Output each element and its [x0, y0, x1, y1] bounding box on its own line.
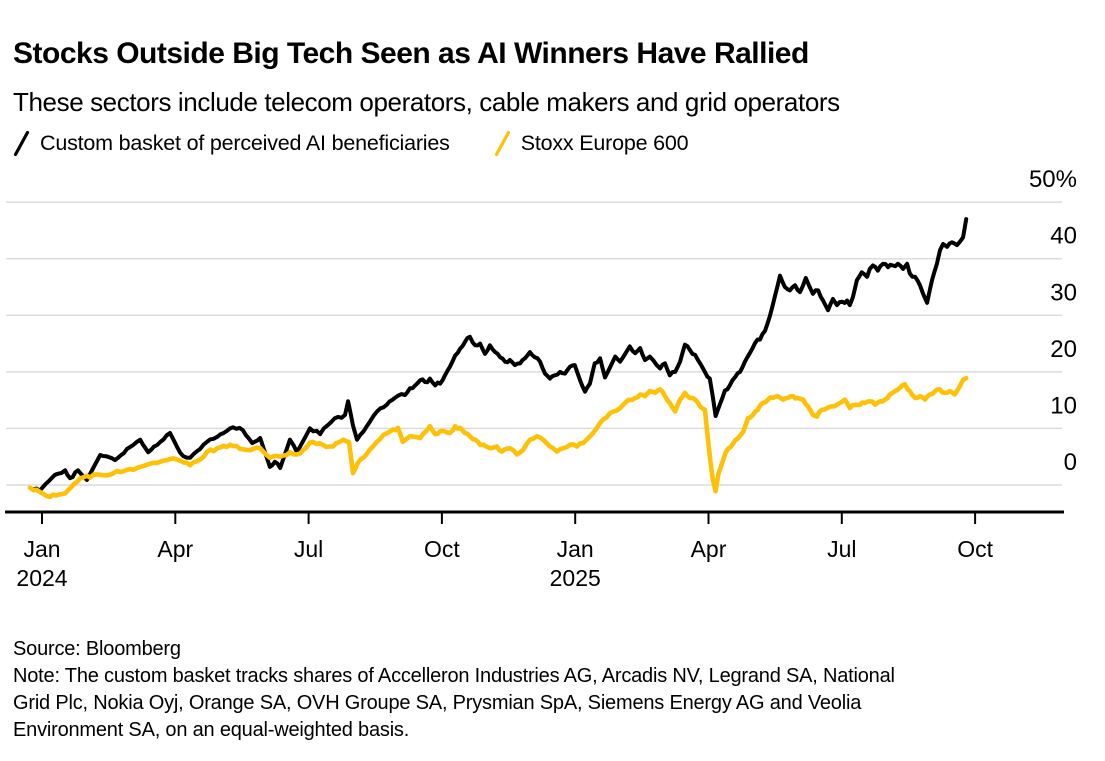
page-title: Stocks Outside Big Tech Seen as AI Winne…	[13, 37, 809, 70]
x-tick-label: Oct	[957, 536, 993, 562]
y-tick-label: 20	[1050, 336, 1077, 363]
y-tick-label: 10	[1050, 392, 1077, 419]
legend-label-custom-basket: Custom basket of perceived AI beneficiar…	[40, 131, 450, 155]
footer: Source: Bloomberg Note: The custom baske…	[13, 636, 895, 744]
yellow-slash-icon	[494, 130, 510, 157]
chart-subtitle: These sectors include telecom operators,…	[13, 87, 840, 117]
legend-item-stoxx: Stoxx Europe 600	[494, 130, 689, 157]
y-tick-label: 0	[1064, 449, 1077, 476]
x-tick-label: Jul	[827, 536, 856, 562]
x-tick-label: Oct	[424, 536, 460, 562]
x-tick-year-label: 2025	[550, 565, 601, 591]
legend-item-custom-basket: Custom basket of perceived AI beneficiar…	[13, 130, 450, 157]
black-slash-icon	[13, 130, 30, 157]
legend: Custom basket of perceived AI beneficiar…	[13, 130, 689, 157]
series-line-stoxx-europe-600	[27, 375, 969, 500]
y-tick-label: 40	[1050, 223, 1077, 250]
y-tick-label: 50%	[1029, 166, 1077, 193]
x-tick-label: Apr	[691, 536, 727, 562]
x-tick-label: Apr	[157, 536, 193, 562]
source-text: Source: Bloomberg	[13, 638, 181, 660]
note-text-line: Environment SA, on an equal-weighted bas…	[13, 719, 410, 741]
note-text-line: Grid Plc, Nokia Oyj, Orange SA, OVH Grou…	[13, 692, 862, 714]
series-line-custom-basket	[28, 217, 969, 493]
note-text-line: Note: The custom basket tracks shares of…	[13, 665, 895, 687]
legend-label-stoxx: Stoxx Europe 600	[520, 131, 689, 155]
x-tick-label: Jan	[557, 536, 594, 562]
y-tick-label: 30	[1050, 279, 1077, 306]
x-tick-label: Jul	[294, 536, 323, 562]
x-tick-label: Jan	[23, 536, 60, 562]
x-tick-year-label: 2024	[16, 565, 67, 591]
